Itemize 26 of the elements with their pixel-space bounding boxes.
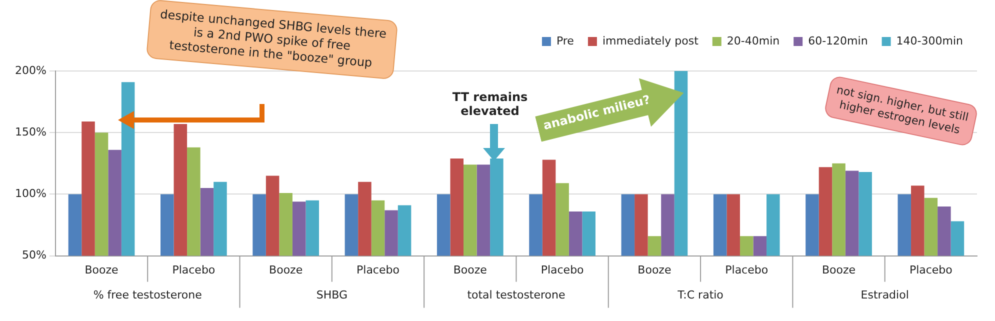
x-tick-label: Booze xyxy=(84,263,119,276)
legend-label: 140-300min xyxy=(896,34,964,48)
y-tick-label: 100% xyxy=(14,187,46,200)
x-tick-label: Placebo xyxy=(172,263,216,276)
legend-label: 60-120min xyxy=(808,34,868,48)
y-tick-label: 150% xyxy=(14,125,46,138)
text: total testosterone xyxy=(467,288,566,302)
x-tick-label: Booze xyxy=(822,263,856,276)
x-tick-label: Placebo xyxy=(725,263,768,276)
text: despite unchanged SHBG levels there is a 2nd PWO spike of free testosterone in the "booze" group xyxy=(146,0,398,80)
x-tick-label: Booze xyxy=(269,263,303,276)
legend-label: Pre xyxy=(556,34,574,48)
x-tick-label: Placebo xyxy=(540,263,584,276)
text: SHBG xyxy=(316,288,348,302)
text: % free testosterone xyxy=(93,288,202,302)
x-tick-label: Booze xyxy=(453,263,488,276)
text: Estradiol xyxy=(860,288,909,302)
y-tick-label: 50% xyxy=(22,248,46,262)
legend-label: 20-40min xyxy=(726,34,780,48)
y-tick-label: 200% xyxy=(14,64,46,77)
annotation: TT remains elevated xyxy=(451,90,529,118)
x-tick-label: Booze xyxy=(638,263,672,276)
x-tick-label: Placebo xyxy=(356,263,400,276)
text: T:C ratio xyxy=(676,288,724,302)
legend-label: immediately post xyxy=(602,34,700,48)
x-tick-label: Placebo xyxy=(909,263,953,276)
